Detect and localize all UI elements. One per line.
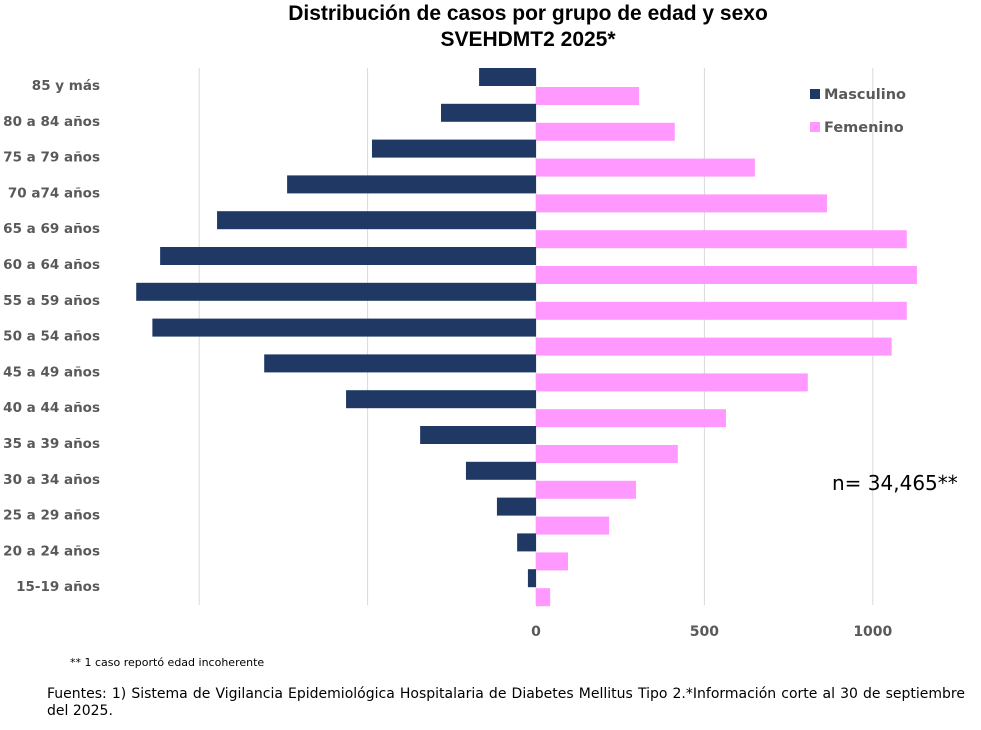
y-tick-label: 40 a 44 años — [3, 400, 100, 416]
y-tick-label: 15-19 años — [16, 579, 100, 595]
bar-masculino — [420, 426, 536, 444]
bar-femenino — [536, 337, 892, 356]
y-tick-label: 85 y más — [32, 78, 100, 94]
y-tick-label: 80 a 84 años — [3, 114, 100, 130]
bar-femenino — [536, 87, 640, 105]
bar-masculino — [496, 497, 536, 516]
bar-femenino — [536, 266, 917, 284]
bar-masculino — [136, 282, 537, 301]
legend-label-femenino: Femenino — [824, 120, 904, 136]
bar-femenino — [536, 552, 568, 571]
bar-masculino — [160, 247, 536, 265]
x-tick-label: 500 — [690, 624, 719, 640]
bar-masculino — [465, 461, 536, 480]
legend-swatch-masculino — [810, 89, 820, 99]
bar-masculino — [264, 354, 536, 373]
legend-label-masculino: Masculino — [824, 87, 906, 103]
bar-femenino — [536, 373, 808, 392]
y-tick-label: 20 a 24 años — [3, 543, 100, 559]
x-tick-label: 0 — [531, 624, 541, 640]
bar-femenino — [536, 122, 675, 141]
bar-masculino — [371, 139, 536, 158]
bar-masculino — [479, 68, 536, 86]
y-tick-label: 55 a 59 años — [3, 293, 100, 309]
bar-femenino — [536, 158, 755, 177]
footnote: ** 1 caso reportó edad incoherente — [70, 656, 265, 669]
y-tick-label: 35 a 39 años — [3, 436, 100, 452]
bar-masculino — [346, 390, 536, 409]
bar-femenino — [536, 588, 551, 607]
bar-femenino — [536, 480, 637, 499]
chart-title: Distribución de casos por grupo de edad … — [288, 2, 768, 25]
bar-masculino — [152, 318, 536, 337]
y-tick-label: 60 a 64 años — [3, 257, 100, 273]
y-tick-label: 45 a 49 años — [3, 364, 100, 380]
bar-femenino — [536, 516, 610, 535]
chart-subtitle: SVEHDMT2 2025* — [440, 28, 616, 51]
bar-femenino — [536, 301, 907, 320]
y-tick-label: 25 a 29 años — [3, 508, 100, 524]
bar-femenino — [536, 194, 827, 213]
y-tick-label: 50 a 54 años — [3, 329, 100, 345]
bar-femenino — [536, 230, 907, 249]
bar-femenino — [536, 445, 678, 463]
x-tick-label: 1000 — [853, 624, 892, 640]
legend-swatch-femenino — [810, 122, 820, 132]
bar-femenino — [536, 409, 726, 428]
y-tick-label: 70 a74 años — [8, 185, 100, 201]
total-annotation: n= 34,465** — [832, 471, 958, 495]
y-tick-label: 30 a 34 años — [3, 472, 100, 488]
legend: Masculino Femenino — [810, 87, 906, 136]
population-pyramid-chart: Distribución de casos por grupo de edad … — [3, 2, 958, 640]
bar-masculino — [217, 211, 536, 230]
bar-masculino — [287, 175, 536, 194]
source-text: Fuentes: 1) Sistema de Vigilancia Epidem… — [47, 686, 965, 719]
y-tick-label: 75 a 79 años — [3, 150, 100, 166]
bar-masculino — [517, 533, 536, 552]
y-tick-label: 65 a 69 años — [3, 221, 100, 237]
bar-masculino — [527, 569, 536, 588]
bar-masculino — [441, 103, 536, 122]
